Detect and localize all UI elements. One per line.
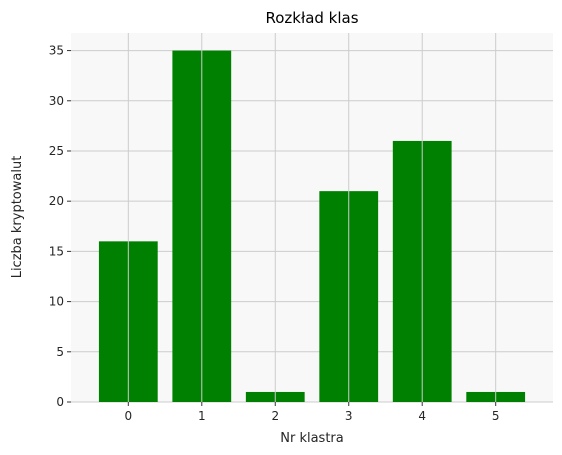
x-axis-label: Nr klastra	[280, 431, 344, 446]
y-tick-labels: 0 5 10 15 20 25 30 35	[49, 44, 71, 409]
chart-title: Rozkład klas	[265, 9, 358, 27]
x-tick-labels: 0 1 2 3 4 5	[124, 402, 500, 423]
x-tick-label: 3	[345, 409, 353, 423]
grid-lines-overlay	[127, 33, 497, 402]
x-tick-label: 1	[198, 409, 206, 423]
y-tick-label: 5	[56, 345, 64, 359]
y-axis-label: Liczba kryptowalut	[10, 156, 25, 279]
y-tick-label: 25	[49, 144, 64, 158]
y-tick-label: 20	[49, 194, 64, 208]
y-tick-label: 10	[49, 295, 64, 309]
x-tick-label: 4	[418, 409, 426, 423]
y-tick-label: 35	[49, 44, 64, 58]
y-tick-label: 15	[49, 244, 64, 258]
x-tick-label: 0	[124, 409, 132, 423]
y-tick-label: 0	[56, 395, 64, 409]
x-tick-label: 5	[492, 409, 500, 423]
x-tick-label: 2	[271, 409, 279, 423]
y-tick-label: 30	[49, 94, 64, 108]
